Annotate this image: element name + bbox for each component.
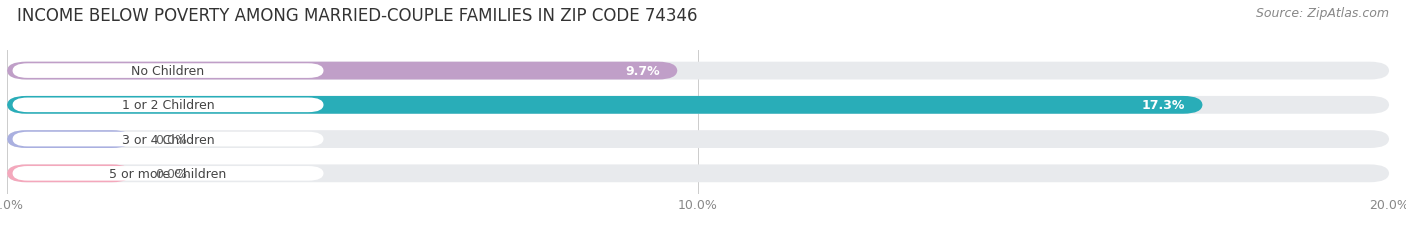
FancyBboxPatch shape	[7, 97, 1389, 114]
Text: 1 or 2 Children: 1 or 2 Children	[122, 99, 214, 112]
Text: 0.0%: 0.0%	[156, 167, 187, 180]
Text: 0.0%: 0.0%	[156, 133, 187, 146]
FancyBboxPatch shape	[13, 98, 323, 113]
Text: 3 or 4 Children: 3 or 4 Children	[122, 133, 214, 146]
FancyBboxPatch shape	[7, 165, 1389, 182]
Text: 9.7%: 9.7%	[626, 65, 659, 78]
Text: No Children: No Children	[132, 65, 205, 78]
Text: INCOME BELOW POVERTY AMONG MARRIED-COUPLE FAMILIES IN ZIP CODE 74346: INCOME BELOW POVERTY AMONG MARRIED-COUPL…	[17, 7, 697, 25]
FancyBboxPatch shape	[13, 64, 323, 79]
FancyBboxPatch shape	[7, 62, 678, 80]
Text: Source: ZipAtlas.com: Source: ZipAtlas.com	[1256, 7, 1389, 20]
FancyBboxPatch shape	[13, 132, 323, 147]
FancyBboxPatch shape	[7, 131, 131, 148]
FancyBboxPatch shape	[13, 166, 323, 181]
FancyBboxPatch shape	[7, 97, 1202, 114]
Text: 5 or more Children: 5 or more Children	[110, 167, 226, 180]
FancyBboxPatch shape	[7, 131, 1389, 148]
Text: 17.3%: 17.3%	[1142, 99, 1185, 112]
FancyBboxPatch shape	[7, 62, 1389, 80]
FancyBboxPatch shape	[7, 165, 131, 182]
